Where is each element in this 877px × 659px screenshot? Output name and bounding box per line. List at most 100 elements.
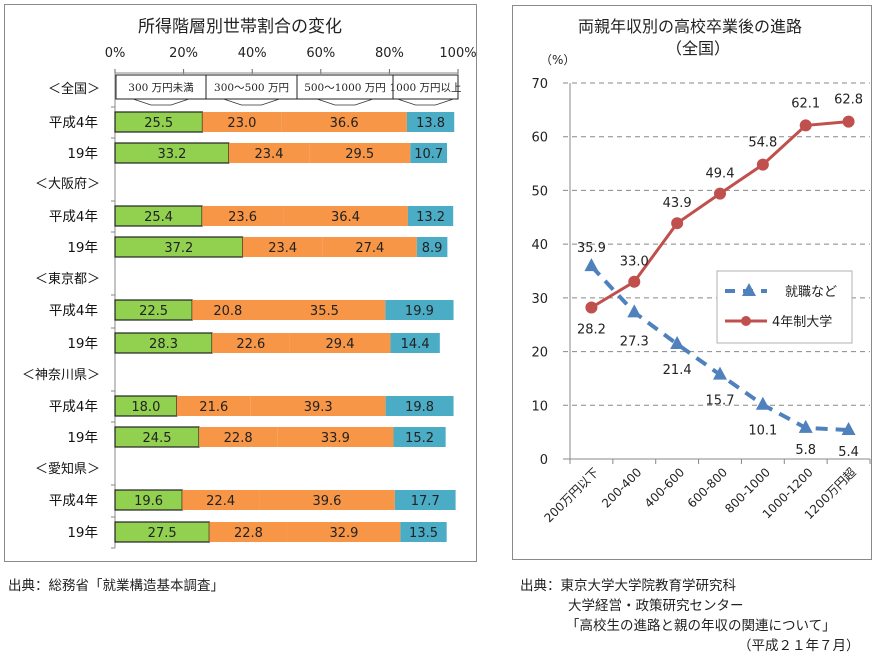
bar-data-label: 25.5	[144, 116, 173, 131]
bar-segment	[228, 143, 310, 163]
bar-segment	[283, 206, 408, 226]
marker-triangle	[584, 258, 599, 272]
bar-data-label: 39.6	[312, 494, 341, 509]
bar-segment	[309, 143, 411, 163]
bar-segment	[202, 112, 282, 132]
bar-data-label: 24.5	[143, 431, 172, 446]
x-tick-label: 100%	[439, 46, 476, 61]
bar-segment	[281, 112, 407, 132]
group-label: ＜神奈川県＞	[22, 368, 100, 383]
legend-arrow	[132, 98, 190, 106]
row-label: 平成4年	[49, 399, 98, 415]
bar-segment	[259, 490, 395, 510]
bar-data-label: 8.9	[422, 241, 443, 256]
bar-segment	[202, 206, 284, 226]
data-label-shushoku: 10.1	[748, 424, 777, 439]
source-right-line-4: （平成２１年７月）	[738, 638, 860, 654]
marker-circle	[799, 119, 812, 132]
legend-label: 1000 万円以上	[389, 82, 461, 94]
data-label-daigaku: 49.4	[706, 167, 735, 182]
bar-data-label: 36.6	[330, 116, 359, 131]
bar-data-label: 27.5	[148, 526, 177, 541]
legend-marker-triangle	[742, 283, 756, 296]
group-label: ＜大阪府＞	[35, 177, 100, 192]
bar-segment	[199, 427, 278, 447]
bar-segment	[182, 490, 260, 510]
bar-data-label: 29.4	[326, 337, 355, 352]
marker-triangle	[841, 421, 856, 435]
group-label: ＜東京都＞	[35, 271, 100, 287]
row-label: 平成4年	[49, 209, 98, 225]
bar-segment	[393, 427, 446, 447]
x-tick-label: 400-600	[642, 465, 687, 510]
bar-data-label: 13.8	[416, 116, 445, 131]
bar-data-label: 23.0	[227, 116, 256, 131]
bar-segment	[400, 522, 447, 542]
x-tick-label: 60%	[306, 46, 335, 61]
bar-data-label: 33.2	[157, 147, 186, 162]
bar-data-label: 27.4	[355, 241, 384, 256]
marker-circle	[842, 115, 855, 128]
row-label: 平成4年	[49, 115, 98, 131]
legend-arrow	[397, 98, 454, 106]
x-tick-label: 200万円以下	[542, 465, 602, 525]
bar-data-label: 36.4	[331, 210, 360, 225]
bar-data-label: 19.9	[405, 304, 434, 319]
source-right-line-2: 大学経営・政策研究センター	[568, 598, 744, 614]
legend-box	[392, 74, 459, 100]
legend-label: 300～500 万円	[214, 82, 289, 94]
bar-data-label: 18.0	[131, 400, 160, 415]
y-tick-label: 20	[531, 346, 548, 361]
marker-circle	[714, 187, 726, 200]
row-label: 19年	[67, 525, 98, 541]
y-tick-label: 30	[531, 292, 548, 307]
chart-title: 所得階層別世帯割合の変化	[138, 17, 342, 37]
bar-data-label: 13.2	[416, 210, 445, 225]
row-label: 19年	[67, 146, 98, 162]
source-right-line-1: 出典：東京大学大学院教育学研究科	[520, 578, 736, 594]
marker-circle	[671, 217, 684, 230]
bar-data-label: 22.8	[224, 431, 253, 446]
group-label: ＜愛知県＞	[35, 461, 100, 477]
marker-triangle	[713, 366, 727, 380]
bar-data-label: 22.4	[206, 494, 235, 509]
marker-circle	[628, 275, 641, 288]
legend-arrow	[316, 98, 374, 106]
bar-data-label: 15.2	[405, 431, 434, 446]
row-label: 平成4年	[49, 303, 98, 319]
marker-triangle	[627, 304, 642, 318]
bar-data-label: 22.5	[139, 304, 168, 319]
x-tick-label: 200-400	[599, 465, 644, 510]
marker-circle	[756, 158, 769, 171]
data-label-daigaku: 43.9	[663, 196, 692, 211]
data-label-daigaku: 28.2	[577, 323, 606, 338]
bar-segment	[394, 490, 456, 510]
bar-segment	[287, 522, 401, 542]
row-label: 平成4年	[49, 493, 98, 509]
bar-data-label: 22.6	[236, 337, 265, 352]
legend-arrow	[223, 98, 280, 106]
bar-data-label: 22.8	[234, 526, 263, 541]
source-left: 出典：総務省「就業構造基本調査」	[8, 578, 224, 594]
bar-data-label: 19.8	[405, 400, 434, 415]
bar-segment	[192, 300, 264, 320]
bar-segment	[263, 300, 386, 320]
x-tick-label: 80%	[375, 46, 404, 61]
legend-label-shushoku: 就職など	[785, 285, 837, 300]
row-label: 19年	[67, 430, 98, 446]
y-tick-label: 70	[531, 77, 548, 92]
row-label: 19年	[67, 240, 98, 256]
bar-data-label: 23.6	[228, 210, 257, 225]
bar-segment	[407, 206, 454, 226]
bar-data-label: 37.2	[164, 241, 193, 256]
y-tick-label: 60	[531, 131, 548, 146]
data-label-shushoku: 5.8	[795, 443, 816, 458]
bar-data-label: 35.5	[310, 304, 339, 319]
data-label-daigaku: 54.8	[748, 136, 777, 151]
bar-data-label: 13.5	[409, 526, 438, 541]
bar-data-label: 20.8	[213, 304, 242, 319]
marker-triangle	[670, 336, 685, 350]
bar-data-label: 21.6	[199, 400, 228, 415]
data-label-shushoku: 27.3	[620, 334, 649, 349]
